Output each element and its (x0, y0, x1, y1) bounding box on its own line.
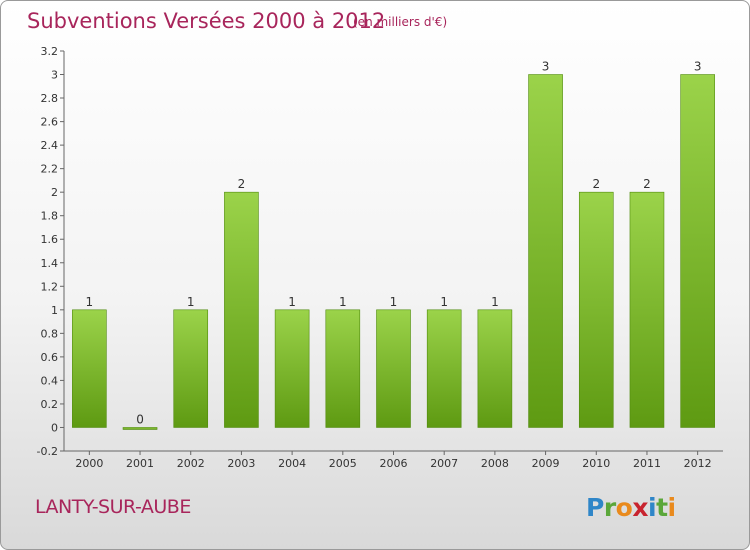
x-tick-label: 2010 (582, 457, 610, 470)
y-tick-label: 0.8 (41, 327, 59, 340)
x-tick-label: 2012 (684, 457, 712, 470)
x-tick-label: 2004 (278, 457, 306, 470)
x-tick-label: 2002 (177, 457, 205, 470)
bar (680, 74, 715, 428)
x-tick-label: 2007 (430, 457, 458, 470)
data-label: 1 (288, 295, 296, 309)
data-label: 3 (694, 60, 702, 74)
bar (122, 427, 158, 430)
y-tick-label: 2.8 (41, 92, 59, 105)
x-tick-label: 2009 (532, 457, 560, 470)
y-tick-label: 0.6 (41, 351, 59, 364)
place-name: LANTY-SUR-AUBE (35, 496, 191, 518)
y-tick-label: 2.6 (41, 116, 59, 129)
bar (72, 309, 107, 428)
y-tick-label: 0.2 (41, 398, 59, 411)
labels: 2000 1 2001 0 2002 1 2003 2 2004 1 2005 1 2006 1 2007 1… (75, 60, 711, 470)
x-tick-label: 2008 (481, 457, 509, 470)
x-tick-label: 2006 (380, 457, 408, 470)
data-label: 2 (238, 177, 246, 191)
data-label: 3 (542, 60, 550, 74)
x-tick-label: 2001 (126, 457, 154, 470)
y-tick-label: 2.2 (41, 163, 59, 176)
x-tick-label: 2005 (329, 457, 357, 470)
axes: -0.2 0 0.2 0.4 0.6 0.8 1 1.2 1.4 1.6 1.8 2 2.2 2.4 2.6… (37, 45, 723, 458)
y-tick-label: 3 (51, 69, 58, 82)
chart-subtitle: (en milliers d'€) (353, 15, 448, 29)
y-tick-label: 1 (51, 304, 58, 317)
x-tick-label: 2000 (75, 457, 103, 470)
y-tick-label: 3.2 (41, 45, 59, 58)
svg-text:Proxiti: Proxiti (586, 493, 676, 522)
bars (72, 74, 715, 430)
bar (274, 309, 310, 428)
data-label: 1 (390, 295, 398, 309)
y-tick-label: 1.6 (41, 233, 59, 246)
y-tick-label: 0 (51, 421, 58, 434)
data-label: 1 (187, 295, 195, 309)
y-tick-label: 1.2 (41, 280, 59, 293)
chart-title: Subventions Versées 2000 à 2012 (27, 9, 386, 33)
y-tick-label: 1.8 (41, 210, 59, 223)
x-tick-label: 2011 (633, 457, 661, 470)
bar (173, 309, 209, 428)
y-tick-label: -0.2 (37, 445, 58, 458)
y-tick-label: 2.4 (41, 139, 59, 152)
data-label: 1 (86, 295, 94, 309)
bar (528, 74, 563, 428)
data-label: 0 (136, 412, 144, 426)
data-label: 2 (643, 177, 651, 191)
data-label: 1 (339, 295, 347, 309)
data-label: 1 (440, 295, 448, 309)
y-tick-label: 1.4 (41, 257, 59, 270)
y-tick-label: 2 (51, 186, 58, 199)
data-label: 1 (491, 295, 499, 309)
bar (376, 309, 411, 428)
bar (629, 191, 665, 428)
bar (477, 309, 513, 428)
x-tick-label: 2003 (227, 457, 255, 470)
bar (426, 309, 462, 428)
data-label: 2 (592, 177, 600, 191)
proxiti-logo: Proxiti (586, 493, 676, 522)
bar (325, 309, 361, 428)
y-tick-label: 0.4 (41, 374, 59, 387)
bar (578, 191, 614, 428)
bar (224, 191, 259, 428)
